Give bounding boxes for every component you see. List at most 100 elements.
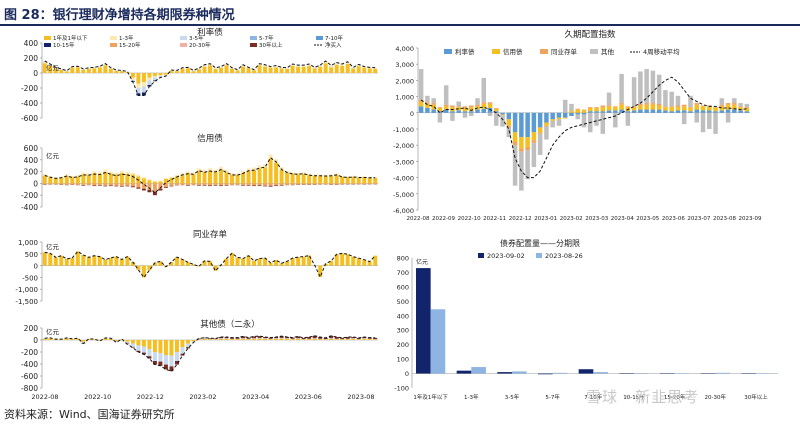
- bar-segment: [425, 103, 430, 108]
- bar-segment: [588, 111, 593, 113]
- bar-segment: [274, 66, 279, 68]
- bar-segment: [86, 68, 91, 69]
- legend-label: 5-7年: [259, 34, 274, 42]
- y-tick-label: -2,000: [393, 142, 414, 150]
- bar-segment: [462, 112, 468, 118]
- bar-segment: [544, 112, 549, 123]
- bar-segment: [318, 339, 323, 340]
- bar-segment: [362, 337, 367, 339]
- y-tick-label: -800: [21, 384, 38, 393]
- bar-segment: [246, 185, 251, 186]
- bar-segment: [506, 112, 512, 120]
- bar-segment: [725, 109, 731, 113]
- legend-label: 15-20年: [119, 41, 141, 49]
- bar-segment: [42, 338, 47, 339]
- y-tick-label: -600: [21, 114, 38, 123]
- bar-segment: [86, 257, 91, 266]
- bar-segment: [48, 338, 53, 340]
- legend-label: 20-30年: [189, 41, 211, 49]
- bar-segment: [285, 261, 290, 266]
- bar-segment: [581, 109, 587, 111]
- bar-segment: [208, 64, 212, 66]
- bar-segment: [719, 106, 725, 111]
- bar-segment: [625, 111, 631, 113]
- bar-segment: [169, 355, 174, 367]
- bar-segment: [152, 76, 157, 78]
- bar-segment: [152, 181, 157, 184]
- bar-segment: [675, 105, 681, 108]
- bar-segment: [180, 347, 185, 354]
- x-tick-label: 2022-12: [509, 216, 532, 222]
- y-tick-label: 0: [33, 336, 38, 345]
- chart-title: 债券配置量——分期限: [500, 238, 580, 248]
- bar-segment: [241, 173, 246, 184]
- bar-segment: [185, 340, 190, 344]
- bar-segment: [241, 65, 246, 67]
- bar-segment: [323, 339, 328, 340]
- bar-segment: [141, 340, 146, 347]
- x-tick-label: 2022-08: [31, 393, 58, 401]
- bar-segment: [725, 103, 731, 105]
- bar-segment: [263, 258, 268, 266]
- bar-segment: [323, 337, 328, 340]
- bar-segment: [147, 265, 152, 271]
- bar-segment: [512, 112, 518, 133]
- bar-segment: [174, 174, 179, 177]
- bar-segment: [713, 111, 718, 113]
- bar-segment: [329, 338, 334, 339]
- bar-segment: [619, 103, 624, 105]
- chart-bond-allocation: -100 0 100 200 300 400 500 600 700 800 1年及1年以下 1-3年…: [394, 238, 778, 401]
- bar-segment: [556, 112, 562, 118]
- bar-segment: [103, 183, 108, 186]
- x-tick-label: 2023-07: [687, 216, 710, 222]
- bar-segment: [163, 355, 168, 365]
- y-tick-label: -5,000: [393, 191, 414, 199]
- bar-segment: [550, 112, 555, 120]
- bar-segment: [257, 336, 262, 338]
- bar-segment: [197, 265, 201, 267]
- bar-segment: [141, 86, 146, 93]
- bar-segment: [334, 183, 339, 185]
- bar-segment: [197, 68, 201, 70]
- bar-segment: [431, 104, 436, 110]
- bar-segment: [594, 107, 599, 112]
- bar-segment: [53, 67, 58, 69]
- bar-segment: [431, 103, 436, 105]
- bar-segment: [174, 183, 179, 186]
- bar-segment: [443, 106, 449, 110]
- bar-segment: [119, 186, 124, 187]
- bar-segment: [362, 338, 367, 340]
- bar-segment: [334, 337, 339, 339]
- bar-segment: [550, 119, 555, 121]
- bar-segment: [675, 107, 681, 111]
- bar-segment: [318, 337, 323, 339]
- bar-segment: [456, 107, 461, 111]
- bar-segment: [550, 120, 555, 128]
- bar-segment: [340, 176, 345, 184]
- bar-segment: [130, 343, 135, 348]
- bar-segment: [75, 251, 80, 266]
- bar-segment: [329, 174, 334, 176]
- legend-label: 2023-09-02: [487, 252, 525, 260]
- bar-segment: [152, 77, 157, 81]
- bar-segment: [500, 114, 505, 116]
- bar-segment: [663, 110, 668, 113]
- bar-segment: [268, 262, 273, 266]
- bar-segment: [345, 339, 350, 340]
- bar-segment: [141, 82, 146, 87]
- y-tick-label: -1,000: [393, 126, 414, 134]
- x-tick-label: 2023-04: [611, 216, 634, 222]
- figure-header: 图 28：银行理财净增持各期限券种情况: [0, 0, 800, 26]
- bar-segment: [174, 176, 179, 184]
- bar-segment: [92, 67, 97, 69]
- bar-segment: [108, 171, 113, 174]
- bar-segment: [650, 104, 656, 110]
- bar-segment: [152, 181, 157, 182]
- bar-segment: [180, 68, 185, 74]
- bar-segment: [494, 112, 499, 126]
- bar-segment: [345, 337, 350, 339]
- x-tick-label: 2022-08: [407, 216, 430, 222]
- y-tick-label: -600: [21, 372, 38, 381]
- bar-segment: [688, 107, 693, 112]
